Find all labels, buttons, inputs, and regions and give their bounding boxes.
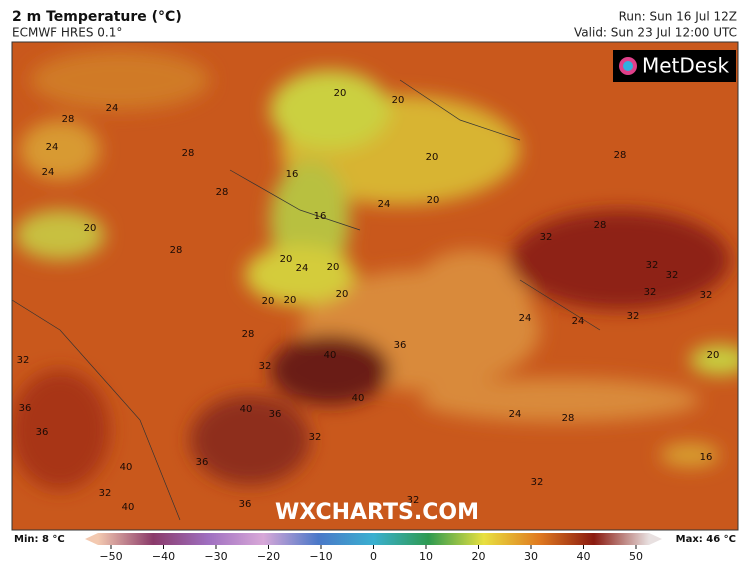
contour-label: 20 — [284, 295, 297, 306]
title: 2 m Temperature (°C) — [12, 9, 182, 25]
model: ECMWF HRES 0.1° — [12, 26, 122, 40]
contour-label: 20 — [427, 195, 440, 206]
colorbar-tick-label: −20 — [257, 550, 280, 563]
contour-label: 24 — [46, 142, 59, 153]
contour-label: 40 — [120, 462, 133, 473]
contour-label: 20 — [334, 88, 347, 99]
contour-label: 32 — [666, 270, 679, 281]
contour-label: 36 — [269, 409, 282, 420]
colorbar-tick-label: −30 — [204, 550, 227, 563]
contour-label: 28 — [242, 329, 255, 340]
contour-label: 20 — [280, 254, 293, 265]
contour-label: 24 — [296, 263, 309, 274]
contour-label: 28 — [614, 150, 627, 161]
contour-label: 16 — [314, 211, 327, 222]
contour-label: 40 — [122, 502, 135, 513]
contour-label: 40 — [352, 393, 365, 404]
contour-label: 20 — [707, 350, 720, 361]
logo: MetDesk — [642, 54, 730, 78]
colorbar-tick-label: 30 — [524, 550, 538, 563]
contour-label: 20 — [392, 95, 405, 106]
contour-label: 16 — [286, 169, 299, 180]
contour-label: 32 — [17, 355, 30, 366]
colorbar-min: Min: 8 °C — [14, 534, 65, 545]
contour-label: 32 — [540, 232, 553, 243]
contour-label: 32 — [259, 361, 272, 372]
contour-label: 28 — [216, 187, 229, 198]
contour-label: 28 — [562, 413, 575, 424]
contour-label: 20 — [426, 152, 439, 163]
contour-label: 36 — [394, 340, 407, 351]
valid: Valid: Sun 23 Jul 12:00 UTC — [574, 26, 737, 40]
map — [12, 42, 738, 530]
contour-label: 40 — [240, 404, 253, 415]
colorbar-tick-label: 10 — [419, 550, 433, 563]
contour-label: 32 — [99, 488, 112, 499]
logo-icon — [623, 61, 633, 71]
contour-label: 28 — [62, 114, 75, 125]
colorbar-tick-label: 0 — [370, 550, 377, 563]
contour-label: 28 — [170, 245, 183, 256]
contour-label: 32 — [407, 495, 420, 506]
contour-label: 20 — [336, 289, 349, 300]
colorbar — [98, 533, 649, 545]
contour-label: 36 — [19, 403, 32, 414]
colorbar-tick-label: 40 — [577, 550, 591, 563]
contour-label: 20 — [327, 262, 340, 273]
colorbar-ticks: −50 −40 −30 −20 −10 0 10 20 30 40 50 — [99, 545, 643, 563]
contour-label: 24 — [509, 409, 522, 420]
watermark: WXCHARTS.COM — [275, 500, 479, 525]
contour-label: 24 — [378, 199, 391, 210]
contour-label: 20 — [84, 223, 97, 234]
contour-label: 28 — [182, 148, 195, 159]
colorbar-tick-label: −40 — [152, 550, 175, 563]
colorbar-tick-label: −10 — [309, 550, 332, 563]
contour-label: 32 — [644, 287, 657, 298]
contour-label: 20 — [262, 296, 275, 307]
contour-label: 24 — [42, 167, 55, 178]
contour-label: 28 — [594, 220, 607, 231]
contour-label: 36 — [36, 427, 49, 438]
contour-label: 32 — [309, 432, 322, 443]
colorbar-tick-label: −50 — [99, 550, 122, 563]
colorbar-end — [649, 533, 662, 545]
contour-label: 32 — [531, 477, 544, 488]
colorbar-max: Max: 46 °C — [676, 534, 736, 545]
contour-label: 24 — [106, 103, 119, 114]
contour-label: 24 — [519, 313, 532, 324]
contour-label: 40 — [324, 350, 337, 361]
colorbar-tick-label: 20 — [472, 550, 486, 563]
contour-label: 32 — [700, 290, 713, 301]
colorbar-tick-label: 50 — [629, 550, 643, 563]
colorbar-end — [85, 533, 98, 545]
contour-label: 36 — [239, 499, 252, 510]
contour-label: 16 — [700, 452, 713, 463]
contour-label: 32 — [646, 260, 659, 271]
contour-label: 32 — [627, 311, 640, 322]
run: Run: Sun 16 Jul 12Z — [619, 10, 737, 24]
contour-label: 36 — [196, 457, 209, 468]
contour-label: 24 — [572, 316, 585, 327]
